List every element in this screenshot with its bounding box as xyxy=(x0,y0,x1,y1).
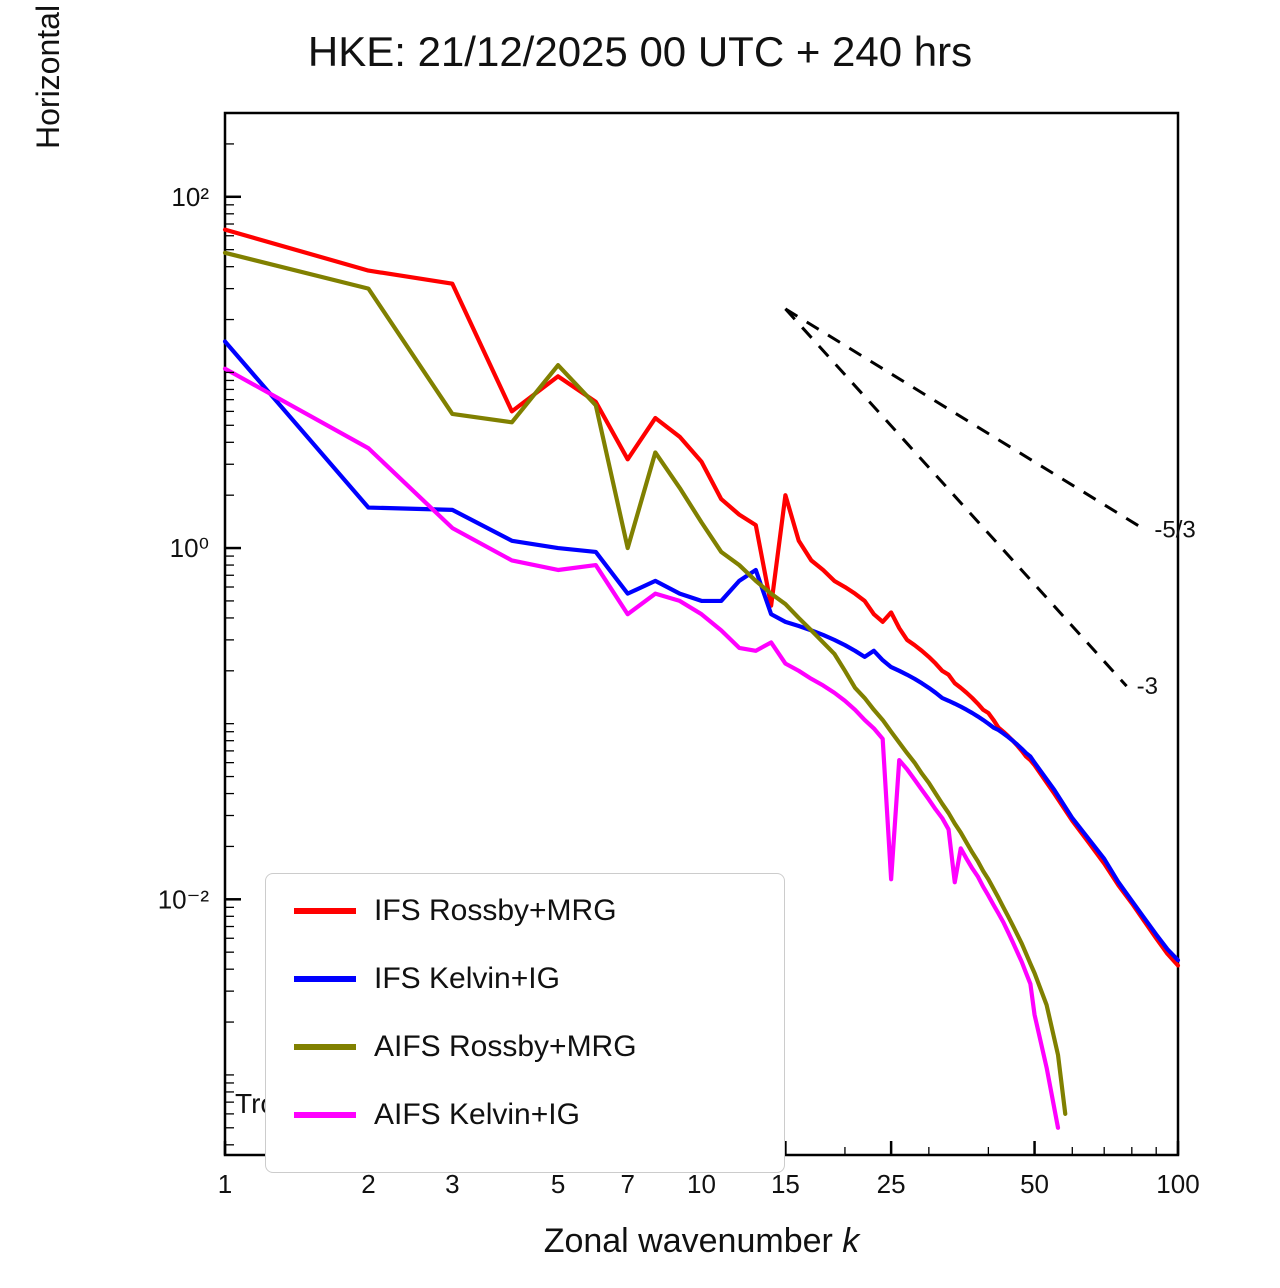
y-ticks-group: 10⁻² 10⁰ 10² xyxy=(158,113,241,1145)
chart-container: HKE: 21/12/2025 00 UTC + 240 hrs Horizon… xyxy=(0,0,1280,1288)
ref-slope-line-3-text: -3 xyxy=(1137,673,1158,700)
legend-box: IFS Rossby+MRG IFS Kelvin+IG AIFS Rossby… xyxy=(265,873,785,1173)
legend-swatch-ifs-rossby xyxy=(294,908,356,914)
series-line-ifs-rossby-mrg xyxy=(225,230,1178,966)
legend-label-aifs-rossby: AIFS Rossby+MRG xyxy=(374,1030,637,1064)
chart-title: HKE: 21/12/2025 00 UTC + 240 hrs xyxy=(0,28,1280,76)
legend-label-ifs-rossby: IFS Rossby+MRG xyxy=(374,894,617,928)
legend-swatch-ifs-kelvin xyxy=(294,976,356,982)
x-tick-label-10: 10 xyxy=(687,1169,716,1199)
legend-label-aifs-kelvin: AIFS Kelvin+IG xyxy=(374,1098,580,1132)
y-tick-label-1: 10⁰ xyxy=(170,533,209,563)
y-tick-label-0: 10⁻² xyxy=(158,884,210,914)
legend-label-ifs-kelvin: IFS Kelvin+IG xyxy=(374,962,560,996)
legend-row-0: IFS Rossby+MRG xyxy=(294,894,617,928)
x-tick-label-1: 1 xyxy=(218,1169,232,1199)
x-tick-label-25: 25 xyxy=(877,1169,906,1199)
legend-row-3: AIFS Kelvin+IG xyxy=(294,1098,580,1132)
x-tick-label-2: 2 xyxy=(361,1169,375,1199)
legend-row-2: AIFS Rossby+MRG xyxy=(294,1030,637,1064)
x-tick-label-7: 7 xyxy=(620,1169,634,1199)
x-tick-label-50: 50 xyxy=(1020,1169,1049,1199)
series-line-ifs-kelvin-ig xyxy=(225,342,1178,961)
y-tick-label-2: 10² xyxy=(171,182,209,212)
x-tick-label-100: 100 xyxy=(1156,1169,1199,1199)
y-axis-label: Horizontal kinetic energy J/kg xyxy=(30,0,67,250)
x-tick-label-3: 3 xyxy=(445,1169,459,1199)
ref-slope-line-53 xyxy=(785,309,1144,530)
reference-slope-lines: -5/3 -3 xyxy=(785,309,1195,700)
ref-slope-line-53-text: -5/3 xyxy=(1154,516,1195,543)
x-tick-label-5: 5 xyxy=(551,1169,565,1199)
legend-row-1: IFS Kelvin+IG xyxy=(294,962,560,996)
legend-swatch-aifs-rossby xyxy=(294,1044,356,1050)
x-tick-label-15: 15 xyxy=(771,1169,800,1199)
legend-swatch-aifs-kelvin xyxy=(294,1112,356,1118)
ref-slope-line-3 xyxy=(785,309,1126,686)
x-axis-label: Zonal wavenumber k xyxy=(225,1222,1178,1261)
